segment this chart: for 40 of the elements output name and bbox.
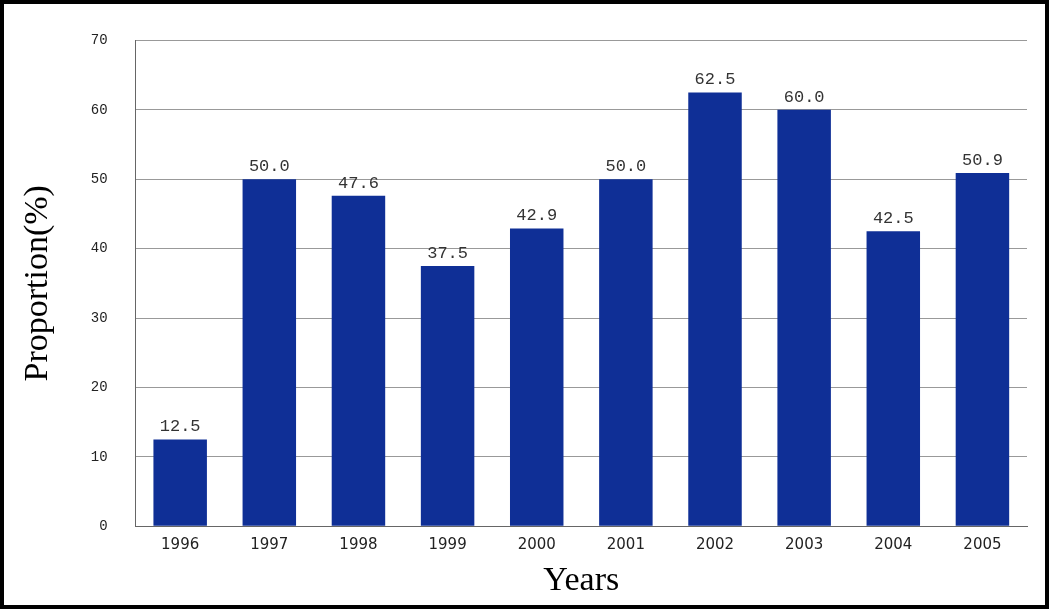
bar bbox=[866, 231, 921, 526]
bar bbox=[599, 179, 653, 526]
x-tick-label: 2003 bbox=[785, 535, 824, 554]
data-label: 47.6 bbox=[338, 173, 379, 193]
y-tick-label: 50 bbox=[90, 170, 108, 187]
y-axis-title: Proportion(%) bbox=[17, 185, 56, 382]
y-tick-label: 20 bbox=[90, 379, 108, 396]
y-tick-label: 10 bbox=[90, 448, 108, 465]
y-tick-label: 60 bbox=[90, 101, 108, 118]
bar bbox=[688, 92, 742, 526]
x-tick-label: 2004 bbox=[874, 535, 913, 554]
bar bbox=[777, 109, 831, 526]
x-tick-label: 2000 bbox=[517, 535, 556, 554]
bar bbox=[242, 179, 297, 526]
data-label: 12.5 bbox=[159, 417, 201, 437]
data-label: 50.0 bbox=[248, 157, 290, 177]
bar bbox=[153, 439, 207, 526]
x-tick-label: 1999 bbox=[428, 535, 467, 554]
x-tick-label: 2001 bbox=[606, 535, 645, 554]
data-label: 50.0 bbox=[605, 157, 647, 177]
y-tick-label: 0 bbox=[99, 517, 108, 534]
data-label: 62.5 bbox=[694, 70, 736, 90]
bar bbox=[955, 172, 1010, 526]
bar bbox=[509, 228, 564, 526]
y-tick-label: 40 bbox=[90, 240, 108, 257]
x-tick-label: 2002 bbox=[695, 535, 735, 554]
data-label: 42.5 bbox=[872, 209, 914, 229]
bar bbox=[331, 195, 386, 526]
x-tick-label: 2005 bbox=[963, 535, 1002, 554]
bar bbox=[420, 265, 475, 526]
y-tick-label: 70 bbox=[90, 32, 108, 49]
x-tick-label: 1996 bbox=[161, 535, 200, 554]
data-label: 50.9 bbox=[962, 150, 1003, 170]
x-tick-label: 1997 bbox=[250, 535, 289, 554]
x-axis-title: Years bbox=[543, 559, 620, 597]
y-tick-label: 30 bbox=[90, 309, 108, 326]
x-tick-label: 1998 bbox=[339, 535, 378, 554]
data-label: 60.0 bbox=[783, 87, 825, 107]
data-label: 42.9 bbox=[516, 206, 558, 226]
data-label: 37.5 bbox=[427, 243, 468, 263]
